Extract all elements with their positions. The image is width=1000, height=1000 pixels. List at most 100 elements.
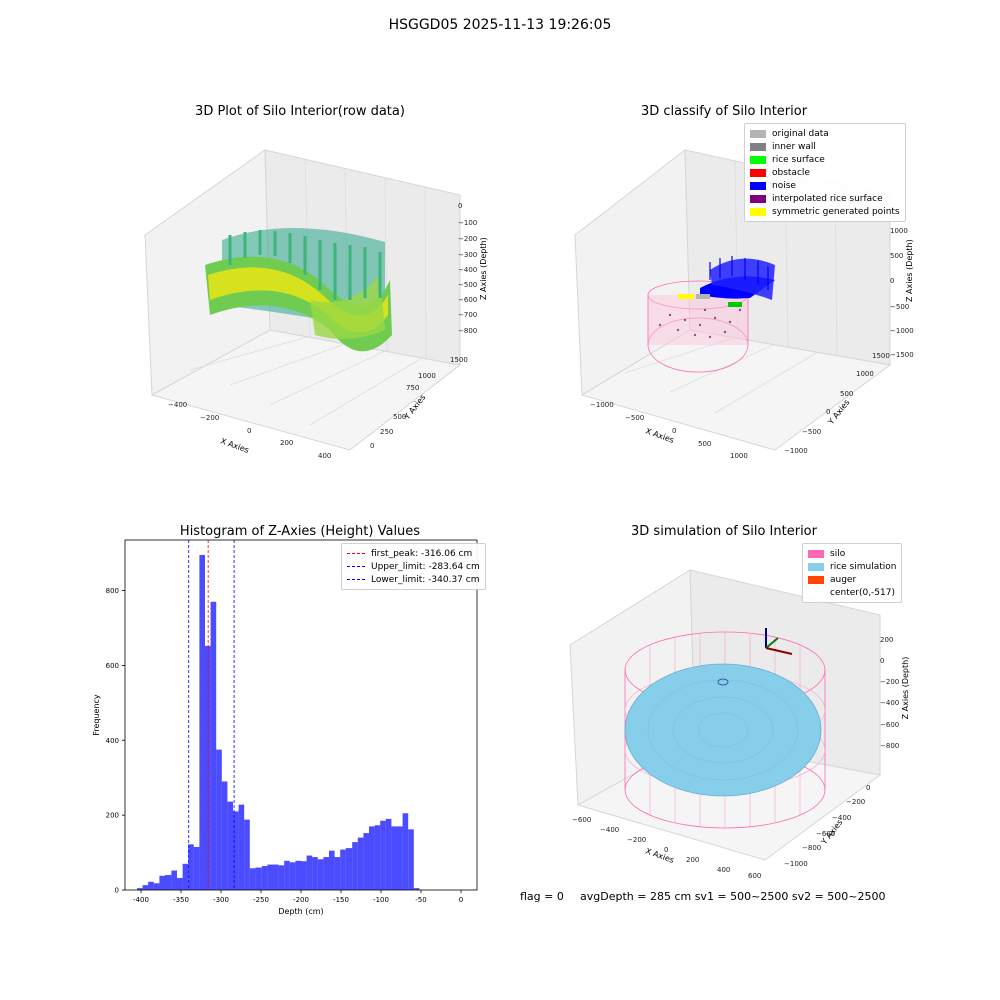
- histogram-legend: first_peak: -316.06 cm Upper_limit: -283…: [341, 543, 486, 590]
- simulation-3d-plot: −600 −400 −200 0 200 400 600 0 −200 −400…: [569, 569, 910, 880]
- classify-floor-pane: [580, 329, 892, 451]
- raw-floor-pane: [150, 329, 462, 451]
- classify-ytick: −500: [802, 428, 821, 436]
- figure-title: HSGGD05 2025-11-13 19:26:05: [388, 17, 612, 33]
- legend-item: rice surface: [750, 153, 900, 166]
- legend-item: auger: [808, 573, 896, 586]
- simulation-ztick: −800: [880, 742, 899, 750]
- legend-item: Lower_limit: -340.37 cm: [347, 573, 480, 586]
- legend-swatch: [808, 588, 824, 597]
- simulation-ytick: −600: [816, 830, 835, 838]
- legend-swatch: [808, 575, 824, 584]
- simulation-xtick: 600: [748, 872, 761, 880]
- raw-plot-title: 3D Plot of Silo Interior(row data): [195, 104, 405, 119]
- legend-label: symmetric generated points: [772, 206, 900, 217]
- histogram-bar: [369, 826, 375, 890]
- simulation-plot-title: 3D simulation of Silo Interior: [631, 524, 817, 539]
- legend-label: obstacle: [772, 167, 810, 178]
- legend-item: inner wall: [750, 140, 900, 153]
- histogram-bar: [397, 826, 403, 890]
- simulation-ytick: −800: [802, 844, 821, 852]
- histogram-bar: [255, 867, 262, 890]
- histogram-bar: [374, 825, 381, 890]
- classify-ytick: −1000: [784, 447, 808, 455]
- auger-axes-icon: [765, 628, 793, 655]
- legend-swatch: [750, 168, 766, 177]
- simulation-ztick: −600: [880, 721, 899, 729]
- legend-item: center(0,-517): [808, 586, 896, 599]
- simulation-xtick: 200: [686, 856, 699, 864]
- histogram-bar: [340, 849, 346, 890]
- histogram-bar: [385, 818, 392, 890]
- raw-xlabel: X Axies: [219, 436, 250, 455]
- histogram-bar: [249, 868, 256, 890]
- simulation-ztick: −400: [880, 699, 899, 707]
- raw-ztick: 0: [458, 202, 462, 210]
- histogram-bar: [182, 863, 189, 890]
- legend-label: center(0,-517): [830, 587, 895, 598]
- histogram-bar: [267, 864, 273, 890]
- legend-label: Upper_limit: -283.64 cm: [371, 561, 480, 572]
- legend-swatch: [750, 207, 766, 216]
- simulation-xtick: −400: [600, 826, 619, 834]
- histogram-ytick-label: 600: [106, 662, 119, 670]
- histogram-bar: [391, 826, 397, 890]
- histogram-ytick-label: 200: [106, 812, 119, 820]
- legend-line: [347, 579, 365, 580]
- histogram-xtick-label: -150: [333, 896, 349, 904]
- histogram-xlabel: Depth (cm): [278, 907, 323, 916]
- legend-swatch: [750, 155, 766, 164]
- histogram-title: Histogram of Z-Axies (Height) Values: [179, 524, 421, 539]
- histogram-bars: [137, 554, 420, 890]
- classify-ytick: 1000: [856, 370, 874, 378]
- legend-swatch: [750, 129, 766, 138]
- raw-xtick: −200: [200, 414, 219, 422]
- raw-zlabel: Z Axies (Depth): [479, 237, 488, 300]
- classify-ytick: 500: [840, 390, 853, 398]
- simulation-rice-surface: [624, 663, 822, 797]
- simulation-ztick: 0: [880, 657, 884, 665]
- histogram-bar: [171, 870, 177, 890]
- histogram-bar: [402, 813, 409, 890]
- simulation-ytick: −400: [832, 814, 851, 822]
- classify-ztick: −1500: [890, 351, 914, 359]
- histogram-xtick-label: -50: [415, 896, 426, 904]
- histogram-bar: [323, 857, 329, 890]
- histogram-bar: [233, 811, 239, 890]
- histogram-bar: [210, 601, 217, 890]
- simulation-xtick: −600: [572, 816, 591, 824]
- histogram-xtick-label: -250: [253, 896, 269, 904]
- histogram-bar: [278, 865, 285, 890]
- legend-item: first_peak: -316.06 cm: [347, 547, 480, 560]
- histogram-bar: [273, 864, 279, 890]
- classify-xtick: 1000: [730, 452, 748, 460]
- simulation-ytick: 0: [866, 784, 870, 792]
- raw-ztick: −100: [458, 219, 477, 227]
- histogram-ylabel: Frequency: [92, 694, 101, 736]
- histogram-chart: -400 -350 -300 -250 -200 -150 -100 -50 0 0 200 400…: [92, 539, 478, 916]
- raw-ztick: −300: [458, 251, 477, 259]
- classify-xtick: −1000: [590, 401, 614, 409]
- legend-label: rice surface: [772, 154, 825, 165]
- classify-ytick: 0: [826, 408, 830, 416]
- legend-label: rice simulation: [830, 561, 897, 572]
- histogram-bar: [238, 804, 245, 890]
- simulation-ytick: −200: [846, 798, 865, 806]
- histogram-bar: [193, 846, 200, 890]
- histogram-bar: [148, 881, 154, 890]
- classify-xtick: 500: [698, 440, 711, 448]
- histogram-bar: [177, 878, 183, 890]
- histogram-bar: [295, 860, 301, 890]
- legend-label: interpolated rice surface: [772, 193, 883, 204]
- legend-label: silo: [830, 548, 846, 559]
- simulation-center-marker: [717, 678, 729, 686]
- legend-swatch: [750, 181, 766, 190]
- raw-ytick: 250: [380, 428, 393, 436]
- histogram-bar: [227, 801, 233, 890]
- classify-legend: original data inner wall rice surface ob…: [744, 123, 906, 222]
- legend-label: noise: [772, 180, 796, 191]
- raw-xtick: 200: [280, 439, 293, 447]
- raw-ytick: 750: [406, 384, 419, 392]
- histogram-bar: [357, 837, 364, 890]
- classify-xtick: 0: [672, 427, 676, 435]
